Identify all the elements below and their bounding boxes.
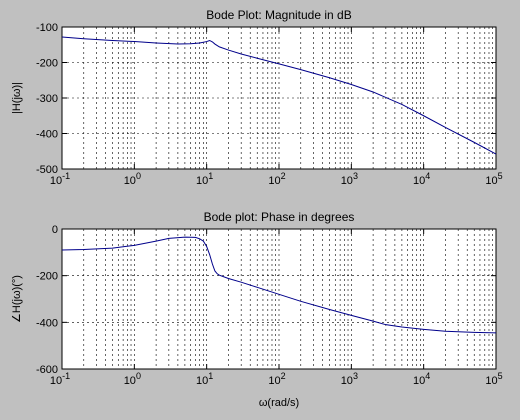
phase-ylabel: ∠H(jω)(°) — [11, 275, 23, 323]
mag-xtick-label: 10-1 — [50, 171, 70, 187]
mag-xtick-label: 101 — [196, 171, 213, 187]
mag-ytick-label: -200 — [36, 58, 58, 70]
phase-xtick-label: 104 — [413, 371, 430, 387]
mag-xtick-label: 102 — [268, 171, 285, 187]
phase-ytick-label: -400 — [36, 317, 58, 329]
mag-xtick-label: 105 — [485, 171, 502, 187]
phase-xlabel: ω(rad/s) — [259, 397, 299, 409]
phase-grid — [62, 229, 496, 369]
mag-xtick-label: 104 — [413, 171, 430, 187]
phase-ytick-label: -600 — [36, 364, 58, 376]
mag-ylabel: |H(jω)| — [11, 82, 23, 114]
phase-ytick-label: 0 — [52, 224, 58, 236]
mag-xtick-label: 100 — [124, 171, 141, 187]
phase-xtick-label: 100 — [124, 371, 141, 387]
phase-xtick-label: 103 — [341, 371, 358, 387]
mag-ytick-label: -300 — [36, 93, 58, 105]
phase-title: Bode plot: Phase in degrees — [204, 210, 355, 224]
mag-ytick-label: -500 — [36, 164, 58, 176]
phase-xtick-label: 102 — [268, 371, 285, 387]
mag-series-line — [61, 36, 497, 155]
phase-xtick-label: 105 — [485, 371, 502, 387]
mag-title: Bode Plot: Magnitude in dB — [206, 8, 351, 22]
phase-ticks — [61, 228, 497, 370]
phase-xtick-label: 10-1 — [50, 371, 70, 387]
phase-series-line — [61, 236, 497, 334]
mag-ytick-label: -400 — [36, 129, 58, 141]
mag-xtick-label: 103 — [341, 171, 358, 187]
mag-ticks — [61, 26, 497, 170]
mag-ytick-label: -100 — [36, 22, 58, 34]
mag-grid — [62, 27, 496, 169]
phase-ytick-label: -200 — [36, 271, 58, 283]
phase-xtick-label: 101 — [196, 371, 213, 387]
